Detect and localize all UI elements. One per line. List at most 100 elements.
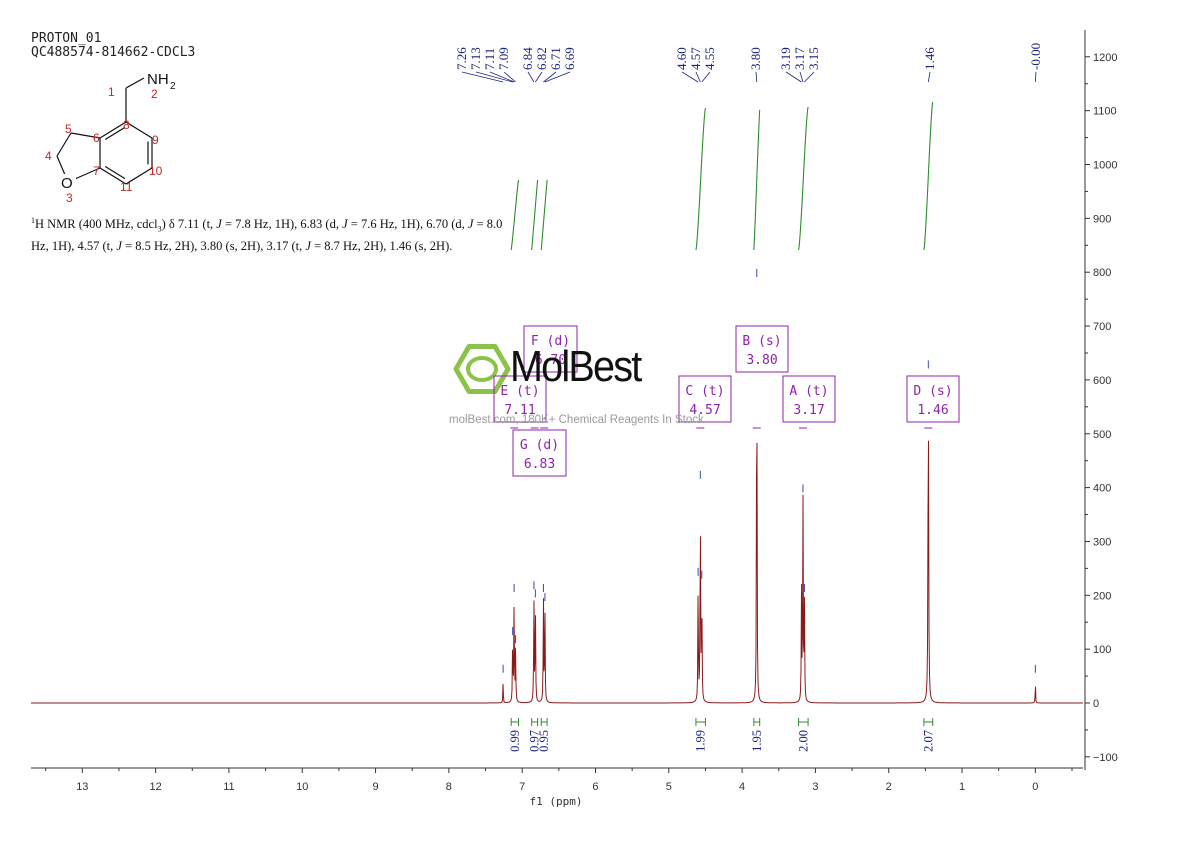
- x-tick-label: 11: [223, 781, 234, 793]
- logo-inner-ring: [466, 356, 498, 382]
- y-tick-label: 800: [1093, 267, 1111, 279]
- atom-number-label: 1: [108, 85, 115, 99]
- atom-number-label: 6: [93, 131, 100, 145]
- peak-label: 3.15: [806, 47, 821, 70]
- coupling-j: J: [467, 217, 474, 232]
- summary-text: H NMR (400 MHz, cdcl: [35, 217, 158, 232]
- atom-number-label: 2: [151, 87, 158, 101]
- y-tick-label: 300: [1093, 536, 1111, 548]
- peak-label: 4.57: [688, 47, 703, 70]
- peak-label-leader: [785, 71, 802, 83]
- peak-label-leader: [461, 71, 504, 83]
- x-tick-label: 8: [446, 781, 452, 793]
- peak-label: 7.09: [496, 47, 511, 70]
- peak-label-leader: [1034, 71, 1037, 83]
- coupling-j: J: [116, 238, 122, 253]
- multiplet-letter: G (d): [520, 438, 559, 453]
- spectrum-line: [31, 440, 1083, 704]
- peak-label: -0.00: [1028, 43, 1043, 70]
- double-bond: [104, 166, 126, 180]
- x-tick-label: 7: [519, 781, 525, 793]
- summary-text: = 8.0: [473, 217, 503, 232]
- summary-subscript: 3: [157, 224, 162, 234]
- peak-label: 6.69: [562, 47, 577, 70]
- multiplet-letter: D (s): [913, 384, 952, 399]
- integral-value: 0.95: [537, 730, 551, 752]
- x-tick-label: 3: [812, 781, 818, 793]
- peak-label: 7.11: [482, 48, 497, 70]
- y-tick-label: −100: [1093, 752, 1118, 764]
- peak-label-leader: [544, 71, 571, 83]
- chart-axes: 13 12 11 10 9 8 7 6 5 4 3 2 1 0−100010020030040050060…: [31, 30, 1118, 793]
- multiplet-shift: 1.46: [917, 403, 948, 418]
- multiplet-shift: 7.11: [504, 403, 535, 418]
- y-tick-label: 400: [1093, 483, 1111, 495]
- integral-curves: 0.99 0.970.95 1.99 1.95 2.00 2.07: [508, 101, 935, 752]
- x-tick-label: 6: [592, 781, 598, 793]
- multiplet-box: [493, 375, 547, 423]
- peak-label-group: 7.26 7.13 7.11 7.09 6.84 6.82 6.71 6.69 4.60 4.57…: [454, 43, 1043, 83]
- peak-label-leader: [695, 71, 701, 83]
- peak-label: 7.26: [454, 47, 469, 70]
- multiplet-shift: 6.70: [535, 353, 566, 368]
- amine-subscript: 2: [170, 81, 176, 92]
- bond: [70, 132, 101, 139]
- y-tick-label: 100: [1093, 644, 1111, 656]
- x-axis-label: f1 (ppm): [530, 795, 583, 808]
- nmr-summary-text: 1H NMR (400 MHz, cdcl3) δ 7.11 (t, J = 7…: [31, 212, 591, 255]
- peak-label-leader: [489, 71, 515, 83]
- atom-number-label: 10: [149, 164, 163, 178]
- peak-label: 1.46: [922, 47, 937, 70]
- spectrum-trace: [31, 268, 1083, 704]
- multiplet-letter: B (s): [742, 334, 781, 349]
- peak-label: 6.71: [548, 47, 563, 70]
- logo-hexagon: [453, 344, 511, 394]
- sample-id: QC488574-814662-CDCL3: [31, 45, 196, 60]
- coupling-j: J: [305, 238, 311, 253]
- multiplet-box: [906, 375, 960, 423]
- integral-curve: [923, 101, 934, 251]
- integral-value: 2.00: [796, 730, 810, 752]
- x-tick-label: 4: [739, 781, 745, 793]
- peak-label-leader: [503, 71, 516, 83]
- multiplet-box: [735, 325, 789, 373]
- integral-value: 1.99: [694, 730, 708, 752]
- y-tick-label: 1100: [1093, 106, 1117, 118]
- x-tick-label: 13: [76, 781, 88, 793]
- x-tick-label: 9: [372, 781, 378, 793]
- integral-curve: [510, 179, 520, 251]
- y-tick-label: 1000: [1093, 160, 1117, 172]
- peak-label-leader: [535, 71, 543, 83]
- y-tick-label: 200: [1093, 590, 1111, 602]
- integral-curve: [695, 107, 706, 251]
- watermark-brand: MolBest: [510, 342, 642, 391]
- molbest-logo-icon: [453, 344, 511, 394]
- peak-label: 7.13: [468, 47, 483, 70]
- integral-value: 2.07: [921, 730, 935, 752]
- y-tick-label: 700: [1093, 321, 1111, 333]
- x-tick-label: 0: [1032, 781, 1038, 793]
- y-tick-label: 1200: [1093, 52, 1117, 64]
- multiplet-boxes: F (d) 6.70 B (s) 3.80 E (t) 7.11 C (t) 4.57 A (t…: [493, 325, 960, 477]
- atom-number-label: 11: [120, 180, 133, 194]
- multiplet-shift: 3.80: [746, 353, 777, 368]
- summary-text: = 7.8 Hz, 1H), 6.83 (d,: [221, 217, 343, 232]
- peak-label-leader: [681, 71, 699, 83]
- y-tick-label: 0: [1093, 698, 1099, 710]
- peak-label: 6.82: [534, 47, 549, 70]
- integral-curve: [540, 179, 548, 251]
- x-tick-label: 10: [296, 781, 308, 793]
- spectrum-title: PROTON_01: [31, 31, 102, 46]
- peak-label: 3.80: [748, 47, 763, 70]
- peak-label-leader: [543, 71, 557, 83]
- bond: [99, 167, 127, 185]
- peak-label: 3.17: [792, 47, 807, 70]
- multiplet-shift: 6.83: [524, 457, 555, 472]
- atom-number-label: 4: [45, 149, 52, 163]
- peak-label: 4.60: [674, 47, 689, 70]
- summary-superscript: 1: [31, 216, 35, 225]
- peak-label: 3.19: [778, 47, 793, 70]
- y-tick-label: 900: [1093, 213, 1111, 225]
- coupling-j: J: [216, 217, 222, 232]
